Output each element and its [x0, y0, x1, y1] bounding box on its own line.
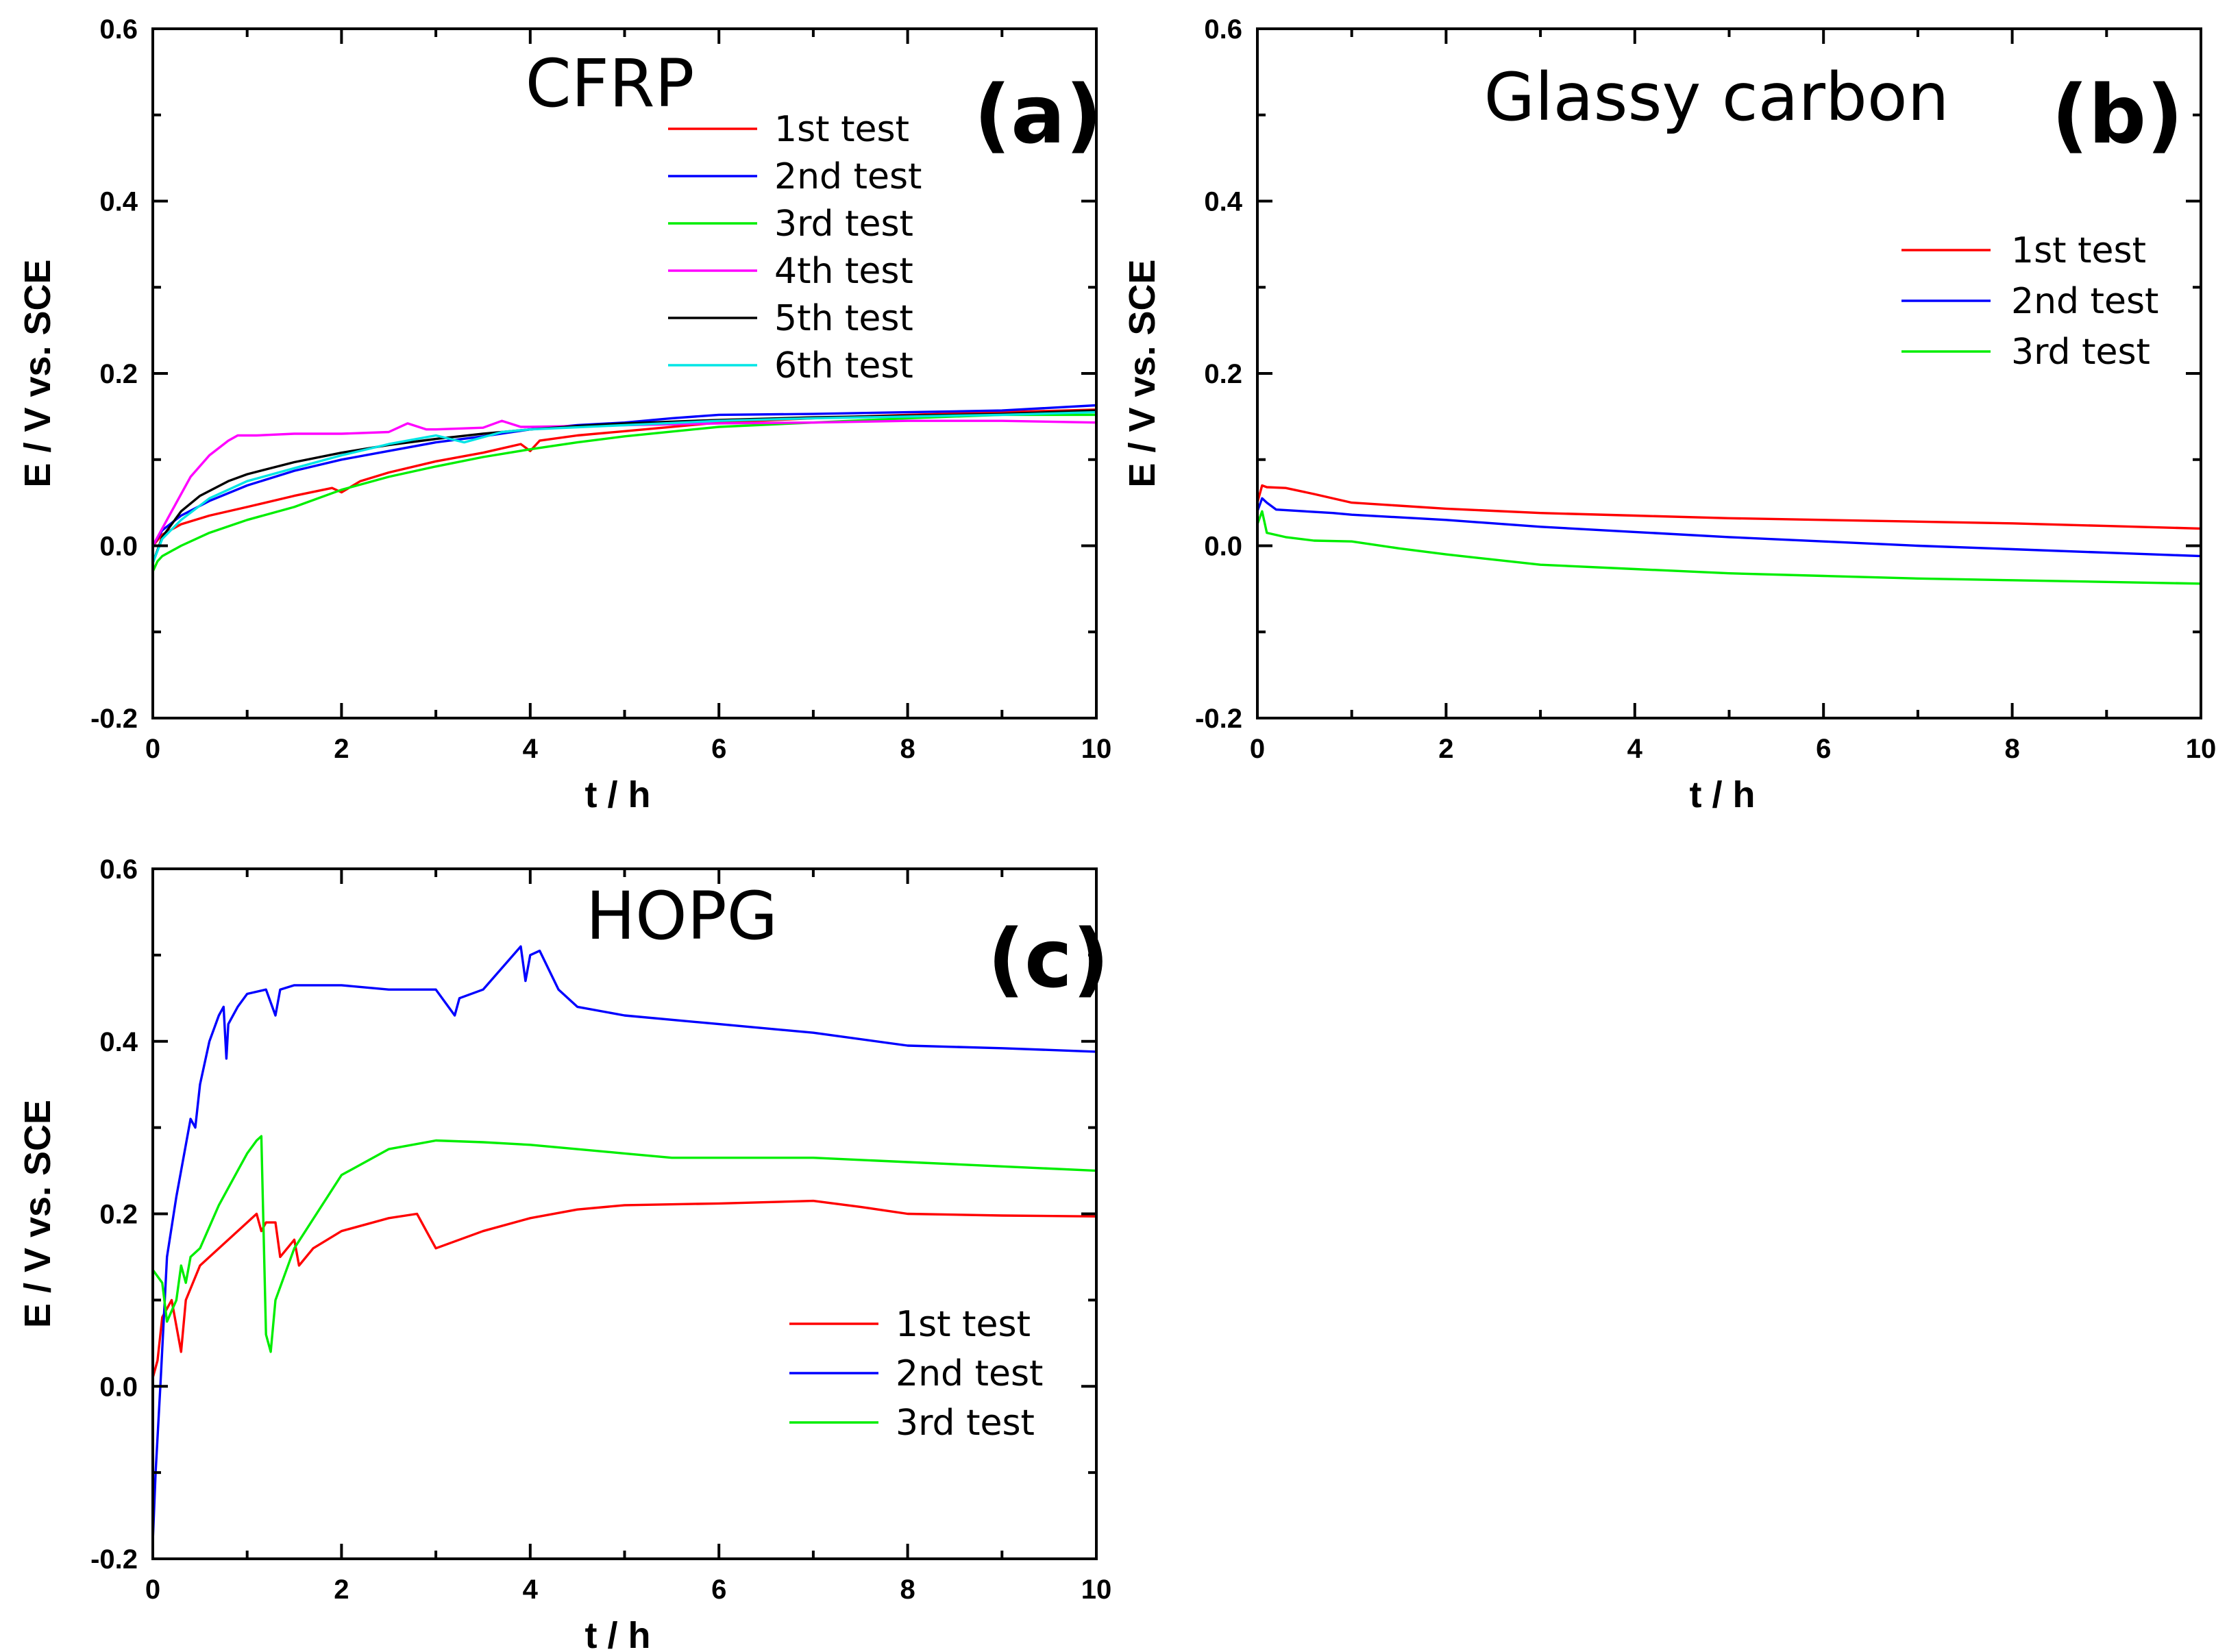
x-tick-label-a: 0	[145, 734, 160, 764]
x-tick-label-a: 2	[334, 734, 349, 764]
x-tick-label-b: 6	[1816, 734, 1831, 764]
y-tick-label-b: -0.2	[1195, 704, 1242, 734]
x-tick-label-a: 4	[523, 734, 539, 764]
panel-title-b: Glassy carbon	[1484, 59, 1949, 136]
panel-c-hopg: 0 2 4 6 8 10 -0.2 0.0 0.2 0.4 0.6 t / h E / V vs. SC…	[17, 854, 1111, 1652]
series-line-a-1	[151, 408, 1097, 547]
y-tick-label-a: 0.2	[99, 359, 138, 389]
y-tick-label-c: 0.4	[99, 1027, 138, 1057]
panel-title-a: CFRP	[526, 45, 695, 122]
series-line-a-4	[151, 419, 1097, 547]
x-tick-label-b: 4	[1627, 734, 1643, 764]
x-tick-label-a: 6	[711, 734, 726, 764]
y-tick-label-b: 0.6	[1204, 14, 1242, 45]
legend-label-c-1: 1st test	[896, 1304, 1031, 1345]
legend-label-a-3: 3rd test	[774, 204, 913, 245]
x-axis-title-b: t / h	[1690, 774, 1756, 815]
series-line-b-1	[1256, 484, 2202, 530]
series-line-a-2	[151, 404, 1097, 547]
legend-label-b-1: 1st test	[2011, 230, 2146, 271]
panel-a-cfrp: 0 2 4 6 8 10 -0.2 0.0 0.2 0.4 0.6 t / h E / V vs. SC…	[17, 14, 1111, 815]
y-tick-label-a: -0.2	[90, 704, 138, 734]
y-tick-label-c: 0.2	[99, 1200, 138, 1230]
x-tick-label-c: 6	[711, 1575, 726, 1605]
legend-label-b-2: 2nd test	[2011, 281, 2158, 322]
plot-frame-a	[151, 27, 1098, 719]
y-tick-label-a: 0.4	[99, 187, 138, 217]
legend-label-c-3: 3rd test	[896, 1403, 1035, 1444]
x-tick-label-c: 2	[334, 1575, 349, 1605]
panel-title-c: HOPG	[586, 878, 778, 954]
y-tick-label-b: 0.2	[1204, 359, 1242, 389]
x-tick-label-b: 8	[2004, 734, 2019, 764]
x-tick-label-c: 4	[523, 1575, 539, 1605]
y-tick-label-b: 0.4	[1204, 187, 1242, 217]
y-tick-label-c: 0.6	[99, 854, 138, 885]
x-tick-label-a: 8	[900, 734, 915, 764]
panel-tag-a: (a)	[974, 67, 1103, 162]
series-line-c-3	[151, 1135, 1097, 1353]
y-tick-label-c: -0.2	[90, 1544, 138, 1575]
x-tick-label-b: 0	[1250, 734, 1265, 764]
y-tick-label-c: 0.0	[99, 1372, 138, 1402]
legend-label-a-6: 6th test	[774, 345, 913, 386]
panel-tag-b: (b)	[2052, 67, 2183, 162]
x-axis-title-c: t / h	[585, 1615, 651, 1652]
panel-tag-c: (c)	[987, 911, 1109, 1006]
legend-label-c-2: 2nd test	[896, 1353, 1043, 1394]
x-tick-label-c: 8	[900, 1575, 915, 1605]
series-line-c-1	[151, 1199, 1097, 1379]
series-line-b-3	[1256, 510, 2202, 585]
y-axis-title-c: E / V vs. SCE	[17, 1100, 58, 1328]
y-tick-label-a: 0.0	[99, 532, 138, 562]
y-axis-title-a: E / V vs. SCE	[17, 259, 58, 487]
legend-label-a-2: 2nd test	[774, 156, 922, 197]
series-line-a-3	[151, 413, 1096, 572]
series-line-a-6	[151, 410, 1097, 564]
legend-label-a-1: 1st test	[774, 109, 909, 150]
legend-label-b-3: 3rd test	[2011, 332, 2150, 373]
series-line-c-2	[151, 945, 1097, 1542]
panel-b-glassy-carbon: 0 2 4 6 8 10 -0.2 0.0 0.2 0.4 0.6 t / h E / V vs. SC…	[1122, 14, 2216, 815]
y-axis-title-b: E / V vs. SCE	[1122, 259, 1163, 487]
legend-label-a-4: 4th test	[774, 251, 913, 292]
x-tick-label-b: 2	[1438, 734, 1453, 764]
y-tick-label-b: 0.0	[1204, 532, 1242, 562]
x-tick-label-c: 10	[1081, 1575, 1112, 1605]
x-tick-label-a: 10	[1081, 734, 1112, 764]
x-tick-label-c: 0	[145, 1575, 160, 1605]
series-line-b-2	[1256, 497, 2202, 558]
legend-label-a-5: 5th test	[774, 298, 913, 339]
x-tick-label-b: 10	[2186, 734, 2216, 764]
y-tick-label-a: 0.6	[99, 14, 138, 45]
x-axis-title-a: t / h	[585, 774, 651, 815]
